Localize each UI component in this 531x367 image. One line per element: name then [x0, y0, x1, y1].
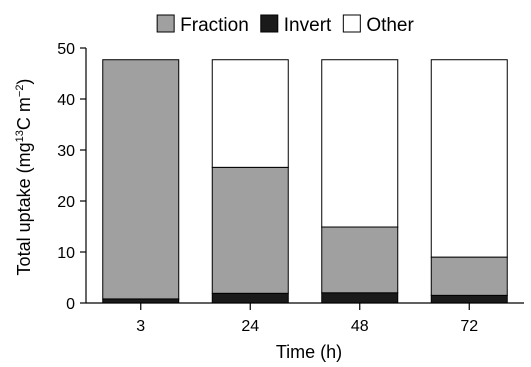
bar-other-48 — [321, 59, 399, 228]
bar-fraction-24 — [211, 166, 289, 294]
bar-fraction-72 — [430, 256, 508, 296]
x-tick-label: 48 — [351, 318, 369, 335]
bar-fraction-48 — [321, 226, 399, 294]
legend-label-invert: Invert — [284, 15, 332, 36]
plot-area — [102, 59, 508, 304]
x-tick-label: 72 — [460, 318, 478, 335]
legend-swatch-invert — [260, 14, 279, 33]
legend-swatch-fraction — [156, 14, 175, 33]
y-tick-label: 0 — [66, 296, 75, 313]
y-tick-label: 20 — [57, 194, 75, 211]
y-axis: 0 10 20 30 40 50 — [57, 41, 87, 313]
bar-other-24 — [211, 59, 289, 168]
legend-swatch-other — [342, 14, 361, 33]
legend-label-other: Other — [366, 15, 414, 36]
y-axis-title-end: ) — [14, 79, 34, 85]
bar-invert-48 — [321, 292, 399, 304]
y-tick-label: 30 — [57, 143, 75, 160]
x-axis-title: Time (h) — [276, 342, 342, 362]
legend: Fraction Invert Other — [156, 14, 415, 36]
y-axis-title-superscript-1: 13 — [14, 130, 26, 142]
bar-fraction-3 — [102, 59, 180, 300]
bar-invert-72 — [430, 294, 508, 304]
x-tick-label: 3 — [136, 318, 145, 335]
bar-other-72 — [430, 59, 508, 258]
bar-invert-3 — [102, 298, 180, 304]
y-axis-title-mid: C m — [14, 97, 34, 130]
x-axis: 3 24 48 72 — [86, 302, 524, 335]
bar-invert-24 — [211, 292, 289, 304]
y-axis-title: Total uptake (mg13C m−2) — [14, 79, 34, 276]
x-tick-label: 24 — [241, 318, 259, 335]
y-axis-title-superscript-2: −2 — [14, 85, 26, 98]
y-tick-label: 10 — [57, 245, 75, 262]
y-tick-label: 50 — [57, 41, 75, 58]
y-tick-label: 40 — [57, 92, 75, 109]
legend-label-fraction: Fraction — [180, 15, 249, 36]
y-axis-title-main: Total uptake (mg — [14, 142, 34, 275]
